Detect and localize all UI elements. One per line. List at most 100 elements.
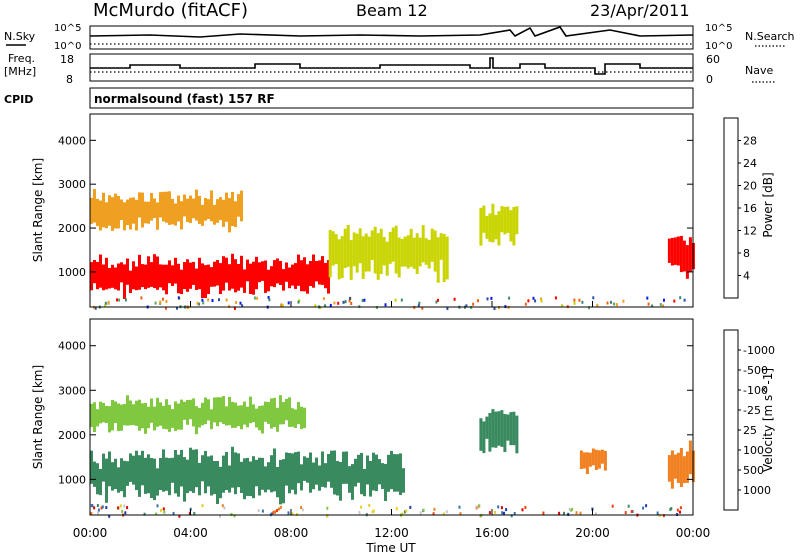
scatter-block-1-0	[249, 461, 252, 497]
noise-point	[126, 506, 129, 510]
power-colorbar-label: Power [dB]	[761, 172, 775, 237]
noise-point	[165, 300, 168, 303]
scatter-block-0-1	[207, 199, 210, 219]
scatter-block-0-1	[195, 189, 198, 221]
scatter-block-1-2	[488, 413, 492, 452]
scatter-block-0-0	[324, 262, 327, 289]
noise-point	[613, 302, 616, 306]
scatter-block-1-1	[234, 402, 237, 428]
scatter-block-1-0	[141, 450, 144, 486]
scatter-block-1-0	[162, 449, 165, 492]
scatter-block-0-0	[276, 258, 279, 284]
scatter-block-1-0	[264, 466, 267, 493]
scatter-block-0-2	[337, 239, 341, 280]
scatter-block-1-0	[108, 451, 111, 487]
noise-point	[521, 508, 524, 512]
scatter-block-1-0	[210, 455, 213, 496]
scatter-block-1-2	[494, 411, 498, 448]
scatter-block-1-1	[270, 398, 273, 429]
scatter-block-0-4	[679, 235, 683, 273]
scatter-block-1-2	[485, 416, 489, 439]
colorbar-tick-label: -1000	[743, 344, 775, 357]
scatter-block-1-0	[189, 447, 192, 492]
scatter-block-1-0	[336, 460, 339, 496]
scatter-block-0-0	[306, 264, 309, 294]
scatter-block-0-1	[186, 198, 189, 222]
scatter-block-1-0	[201, 455, 204, 482]
noise-point	[624, 511, 627, 515]
noise-point	[437, 298, 439, 302]
scatter-block-0-0	[207, 264, 210, 294]
scatter-block-1-1	[147, 406, 150, 429]
scatter-block-0-0	[264, 260, 267, 293]
noise-point	[256, 296, 259, 300]
colorbar-tick-label: 8	[743, 247, 750, 260]
scatter-block-1-1	[231, 401, 234, 428]
scatter-block-1-1	[90, 403, 93, 427]
noise-point	[445, 510, 448, 514]
noise-point	[188, 511, 191, 515]
noise-point	[384, 303, 387, 307]
noise-point	[101, 505, 104, 509]
scatter-block-1-1	[123, 404, 126, 426]
noise-point	[279, 505, 282, 509]
noise-point	[287, 511, 290, 515]
scatter-block-1-0	[129, 453, 132, 482]
scatter-block-0-0	[258, 262, 261, 283]
scatter-block-1-0	[165, 457, 168, 491]
noise-point	[268, 298, 271, 302]
beam-title: Beam 12	[356, 1, 428, 20]
scatter-block-0-0	[186, 259, 189, 292]
scatter-block-0-2	[358, 228, 362, 264]
scatter-block-1-1	[120, 404, 123, 431]
noise-point	[663, 298, 665, 302]
scatter-block-0-0	[141, 264, 144, 288]
colorbar-tick-label: 16	[743, 202, 757, 215]
scatter-block-0-0	[270, 266, 273, 287]
noise-point	[540, 299, 543, 303]
noise-point	[579, 511, 582, 515]
noise-point	[490, 296, 493, 300]
scatter-block-1-0	[219, 466, 222, 499]
noise-point	[588, 306, 590, 310]
nsky-tick-top: 10^5	[54, 23, 81, 34]
scatter-block-1-1	[243, 401, 246, 425]
scatter-block-0-1	[216, 199, 219, 223]
scatter-block-0-4	[667, 238, 671, 263]
scatter-block-0-1	[114, 193, 117, 229]
noise-point	[344, 300, 347, 304]
scatter-block-1-0	[186, 459, 189, 494]
nsky-tick-bottom: 10^0	[54, 41, 81, 52]
noise-point	[446, 307, 449, 310]
noise-point	[501, 511, 504, 515]
scatter-block-1-1	[135, 400, 138, 426]
scatter-block-0-0	[237, 264, 240, 291]
scatter-block-0-2	[433, 230, 437, 272]
noise-point	[486, 297, 489, 301]
scatter-block-0-2	[397, 237, 401, 278]
scatter-block-1-0	[138, 455, 141, 497]
scatter-block-0-0	[285, 262, 288, 282]
scatter-block-1-0	[345, 451, 348, 484]
scatter-block-1-1	[267, 402, 270, 424]
scatter-block-1-0	[231, 446, 234, 488]
velocity-colorbar-label: Velocity [m s^-1]	[761, 368, 775, 472]
scatter-block-0-0	[246, 259, 249, 282]
xtick-label: 08:00	[274, 526, 309, 540]
noise-point	[610, 300, 612, 304]
scatter-block-1-4	[685, 451, 689, 483]
scatter-block-1-1	[99, 401, 102, 424]
noise-point	[291, 512, 294, 516]
scatter-block-1-0	[132, 455, 135, 485]
noise-point	[162, 507, 165, 511]
noise-point	[239, 301, 242, 305]
noise-point	[201, 504, 204, 508]
noise-point	[116, 298, 118, 302]
scatter-block-0-1	[117, 196, 120, 229]
noise-point	[143, 512, 146, 516]
ytick-label: 1000	[58, 473, 86, 486]
noise-point	[368, 503, 371, 507]
scatter-block-0-1	[99, 200, 102, 231]
scatter-block-0-0	[222, 256, 225, 291]
noise-point	[119, 504, 122, 508]
